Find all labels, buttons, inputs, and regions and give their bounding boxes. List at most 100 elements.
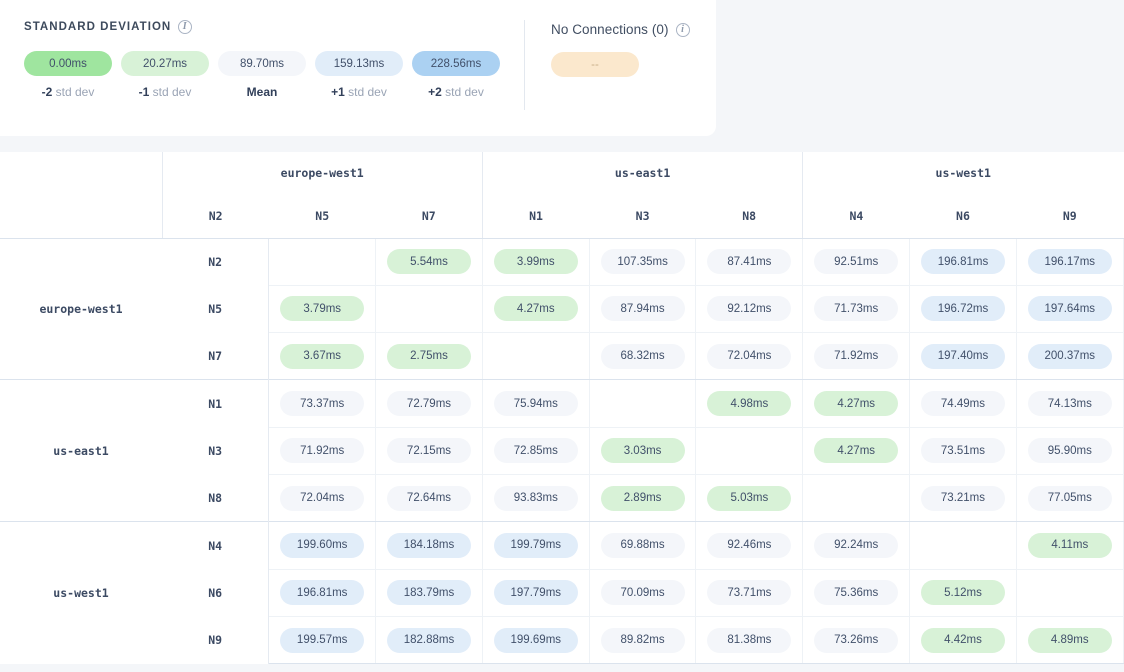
- latency-cell[interactable]: 70.09ms: [588, 569, 697, 617]
- column-header-n2: N2: [162, 194, 269, 239]
- latency-cell[interactable]: [268, 237, 377, 286]
- latency-pill: 89.82ms: [600, 627, 685, 653]
- std-dev-scale: 0.00ms -2 std dev 20.27ms -1 std dev 89.70ms…: [24, 51, 500, 99]
- latency-cell[interactable]: [375, 285, 483, 334]
- latency-pill: 5.12ms: [920, 580, 1005, 606]
- latency-cell[interactable]: 89.82ms: [588, 616, 697, 665]
- latency-cell[interactable]: 75.94ms: [482, 379, 590, 428]
- latency-cell[interactable]: 4.11ms: [1016, 521, 1124, 570]
- latency-cell[interactable]: 73.37ms: [268, 379, 377, 428]
- latency-pill: 69.88ms: [600, 532, 685, 558]
- latency-cell[interactable]: 73.51ms: [909, 427, 1017, 475]
- latency-pill: 2.75ms: [386, 343, 471, 369]
- latency-pill: 71.92ms: [814, 343, 899, 369]
- latency-cell[interactable]: 72.85ms: [482, 427, 590, 475]
- latency-cell[interactable]: 95.90ms: [1016, 427, 1124, 475]
- latency-cell[interactable]: 197.64ms: [1016, 285, 1124, 334]
- latency-cell[interactable]: 4.27ms: [802, 427, 911, 475]
- std-dev-stop-value: 20.27ms: [121, 51, 209, 76]
- latency-cell[interactable]: 5.54ms: [375, 237, 483, 286]
- latency-cell[interactable]: [802, 474, 911, 523]
- latency-cell[interactable]: 197.40ms: [909, 332, 1017, 381]
- latency-cell[interactable]: 73.26ms: [802, 616, 911, 665]
- latency-cell[interactable]: 69.88ms: [588, 521, 697, 570]
- latency-cell[interactable]: 184.18ms: [375, 521, 483, 570]
- latency-cell[interactable]: 2.75ms: [375, 332, 483, 381]
- latency-cell[interactable]: 92.51ms: [802, 237, 911, 286]
- info-icon[interactable]: i: [178, 20, 193, 34]
- latency-cell[interactable]: 92.12ms: [695, 285, 804, 334]
- latency-cell[interactable]: 92.24ms: [802, 521, 911, 570]
- table-row: N6 196.81ms 183.79ms 197.79ms 70.09ms 73.71ms…: [0, 569, 1124, 617]
- latency-pill: 87.94ms: [600, 296, 685, 322]
- latency-cell[interactable]: 199.57ms: [268, 616, 377, 665]
- latency-cell[interactable]: 3.79ms: [268, 285, 377, 334]
- std-dev-stop-label: +2 std dev: [428, 85, 484, 99]
- latency-cell[interactable]: 72.15ms: [375, 427, 483, 475]
- latency-cell[interactable]: 87.41ms: [695, 237, 804, 286]
- latency-cell[interactable]: [1016, 569, 1124, 617]
- latency-cell[interactable]: 3.99ms: [482, 237, 590, 286]
- latency-cell[interactable]: 107.35ms: [588, 237, 697, 286]
- latency-cell[interactable]: 74.49ms: [909, 379, 1017, 428]
- latency-pill: 4.98ms: [707, 391, 792, 417]
- latency-matrix-table: europe-west1 us-east1 us-west1 N2 N5 N7 N1 N3 N…: [0, 152, 1124, 665]
- latency-cell[interactable]: 75.36ms: [802, 569, 911, 617]
- latency-pill: 5.54ms: [386, 249, 471, 275]
- latency-cell[interactable]: 68.32ms: [588, 332, 697, 381]
- latency-cell[interactable]: [695, 427, 804, 475]
- latency-cell[interactable]: 4.42ms: [909, 616, 1017, 665]
- table-row: N5 3.79ms 4.27ms 87.94ms 92.12ms 71.73ms 196.7…: [0, 285, 1124, 334]
- latency-cell[interactable]: 196.17ms: [1016, 237, 1124, 286]
- latency-cell[interactable]: 196.81ms: [268, 569, 377, 617]
- latency-cell[interactable]: 2.89ms: [588, 474, 697, 523]
- std-dev-stop: 89.70ms Mean: [218, 51, 306, 99]
- latency-cell[interactable]: 73.71ms: [695, 569, 804, 617]
- table-row: us-west1 N4 199.60ms 184.18ms 199.79ms 69.88m…: [0, 521, 1124, 664]
- latency-cell[interactable]: 72.64ms: [375, 474, 483, 523]
- latency-cell[interactable]: 3.03ms: [588, 427, 697, 475]
- latency-cell[interactable]: 3.67ms: [268, 332, 377, 381]
- std-dev-stop: 159.13ms +1 std dev: [315, 51, 403, 99]
- latency-cell[interactable]: 196.81ms: [909, 237, 1017, 286]
- latency-cell[interactable]: 199.79ms: [482, 521, 590, 570]
- latency-cell[interactable]: 72.79ms: [375, 379, 483, 428]
- latency-cell[interactable]: [482, 332, 590, 381]
- latency-cell[interactable]: 77.05ms: [1016, 474, 1124, 523]
- latency-cell[interactable]: 93.83ms: [482, 474, 590, 523]
- column-group-header: us-east1: [481, 152, 803, 194]
- table-row: us-east1 N1 73.37ms 72.79ms 75.94ms 4.98ms 4.2…: [0, 379, 1124, 522]
- latency-cell[interactable]: 73.21ms: [909, 474, 1017, 523]
- latency-cell[interactable]: 71.92ms: [268, 427, 377, 475]
- latency-cell[interactable]: 5.03ms: [695, 474, 804, 523]
- latency-pill: 3.79ms: [280, 296, 365, 322]
- latency-cell[interactable]: 197.79ms: [482, 569, 590, 617]
- latency-cell[interactable]: 72.04ms: [268, 474, 377, 523]
- latency-cell[interactable]: 87.94ms: [588, 285, 697, 334]
- latency-cell[interactable]: 199.69ms: [482, 616, 590, 665]
- latency-cell[interactable]: 4.27ms: [482, 285, 590, 334]
- latency-cell[interactable]: 182.88ms: [375, 616, 483, 665]
- latency-cell[interactable]: 4.98ms: [695, 379, 804, 428]
- info-icon[interactable]: i: [675, 22, 690, 37]
- std-dev-stop-value: 159.13ms: [315, 51, 403, 76]
- latency-cell[interactable]: [909, 521, 1017, 570]
- latency-cell[interactable]: 74.13ms: [1016, 379, 1124, 428]
- row-header-n9: N9: [162, 616, 270, 664]
- latency-pill: 3.99ms: [493, 249, 578, 275]
- latency-cell[interactable]: 200.37ms: [1016, 332, 1124, 381]
- latency-cell[interactable]: 196.72ms: [909, 285, 1017, 334]
- latency-pill: 73.51ms: [920, 438, 1005, 464]
- latency-cell[interactable]: 71.73ms: [802, 285, 911, 334]
- latency-cell[interactable]: 71.92ms: [802, 332, 911, 381]
- latency-pill: 74.13ms: [1027, 391, 1112, 417]
- latency-cell[interactable]: 183.79ms: [375, 569, 483, 617]
- latency-cell[interactable]: [588, 379, 697, 428]
- latency-cell[interactable]: 72.04ms: [695, 332, 804, 381]
- latency-cell[interactable]: 4.27ms: [802, 379, 911, 428]
- latency-cell[interactable]: 4.89ms: [1016, 616, 1124, 665]
- latency-cell[interactable]: 81.38ms: [695, 616, 804, 665]
- latency-cell[interactable]: 5.12ms: [909, 569, 1017, 617]
- latency-cell[interactable]: 199.60ms: [268, 521, 377, 570]
- latency-cell[interactable]: 92.46ms: [695, 521, 804, 570]
